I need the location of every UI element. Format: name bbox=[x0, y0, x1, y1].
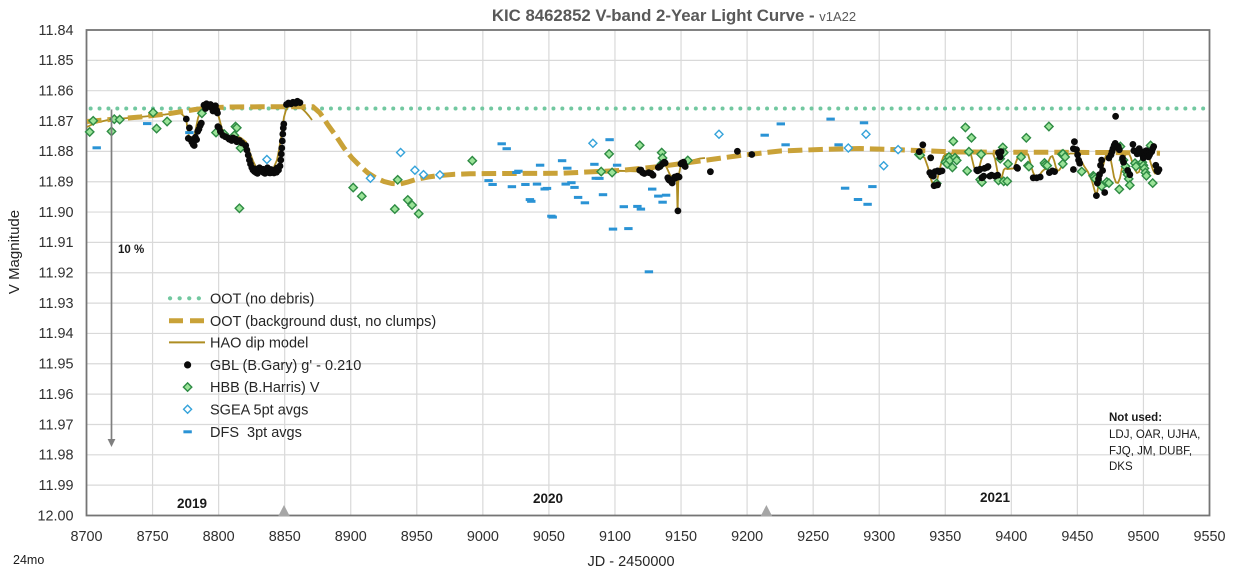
svg-text:9050: 9050 bbox=[533, 529, 565, 545]
svg-text:HAO dip model: HAO dip model bbox=[210, 335, 308, 351]
svg-text:HBB (B.Harris) V: HBB (B.Harris) V bbox=[210, 380, 320, 396]
svg-text:11.85: 11.85 bbox=[39, 53, 74, 69]
svg-text:FJQ, JM, DUBF,: FJQ, JM, DUBF, bbox=[1109, 446, 1192, 458]
svg-text:2021: 2021 bbox=[980, 490, 1011, 505]
svg-text:DKS: DKS bbox=[1109, 461, 1133, 473]
svg-text:GBL (B.Gary) g' - 0.210: GBL (B.Gary) g' - 0.210 bbox=[210, 358, 361, 374]
svg-text:DFS 3pt avgs: DFS 3pt avgs bbox=[210, 425, 302, 441]
svg-text:11.89: 11.89 bbox=[39, 175, 74, 191]
svg-text:9000: 9000 bbox=[467, 529, 499, 545]
svg-text:2019: 2019 bbox=[177, 496, 207, 511]
svg-text:11.88: 11.88 bbox=[39, 144, 74, 160]
svg-text:9150: 9150 bbox=[665, 529, 697, 545]
svg-text:2020: 2020 bbox=[533, 491, 563, 506]
svg-text:V Magnitude: V Magnitude bbox=[6, 210, 23, 294]
svg-text:JD - 2450000: JD - 2450000 bbox=[587, 554, 674, 570]
svg-text:11.90: 11.90 bbox=[39, 205, 74, 221]
svg-text:LDJ, OAR, UJHA,: LDJ, OAR, UJHA, bbox=[1109, 429, 1200, 441]
svg-text:8850: 8850 bbox=[269, 529, 301, 545]
svg-text:24mo: 24mo bbox=[13, 553, 44, 567]
svg-text:9250: 9250 bbox=[797, 529, 829, 545]
svg-text:11.86: 11.86 bbox=[39, 84, 74, 100]
svg-text:11.95: 11.95 bbox=[39, 357, 74, 373]
svg-text:8900: 8900 bbox=[335, 529, 367, 545]
svg-text:8700: 8700 bbox=[70, 529, 102, 545]
svg-text:9200: 9200 bbox=[731, 529, 763, 545]
svg-text:11.96: 11.96 bbox=[39, 387, 74, 403]
svg-text:11.97: 11.97 bbox=[39, 417, 74, 433]
svg-text:11.91: 11.91 bbox=[39, 235, 74, 251]
svg-text:11.87: 11.87 bbox=[39, 114, 74, 130]
svg-text:OOT (background dust, no clump: OOT (background dust, no clumps) bbox=[210, 314, 436, 330]
svg-text:OOT (no debris): OOT (no debris) bbox=[210, 291, 315, 307]
svg-text:9100: 9100 bbox=[599, 529, 631, 545]
svg-text:8950: 8950 bbox=[401, 529, 433, 545]
svg-text:11.98: 11.98 bbox=[39, 448, 74, 464]
svg-text:KIC 8462852 V-band 2-Year Ligh: KIC 8462852 V-band 2-Year Light Curve - … bbox=[492, 6, 856, 25]
svg-text:9400: 9400 bbox=[995, 529, 1027, 545]
svg-text:11.99: 11.99 bbox=[39, 478, 74, 494]
svg-text:9550: 9550 bbox=[1193, 529, 1225, 545]
svg-text:Not used:: Not used: bbox=[1109, 412, 1162, 424]
svg-text:11.94: 11.94 bbox=[39, 326, 74, 342]
svg-text:SGEA 5pt avgs: SGEA 5pt avgs bbox=[210, 402, 308, 418]
svg-text:11.84: 11.84 bbox=[39, 23, 74, 39]
svg-text:8750: 8750 bbox=[137, 529, 169, 545]
svg-text:12.00: 12.00 bbox=[37, 508, 73, 524]
svg-text:9450: 9450 bbox=[1061, 529, 1093, 545]
svg-text:11.93: 11.93 bbox=[39, 296, 74, 312]
svg-text:9500: 9500 bbox=[1127, 529, 1159, 545]
svg-text:8800: 8800 bbox=[203, 529, 235, 545]
svg-text:9300: 9300 bbox=[863, 529, 895, 545]
svg-text:11.92: 11.92 bbox=[39, 266, 74, 282]
svg-text:9350: 9350 bbox=[929, 529, 961, 545]
svg-text:10 %: 10 % bbox=[118, 244, 144, 256]
